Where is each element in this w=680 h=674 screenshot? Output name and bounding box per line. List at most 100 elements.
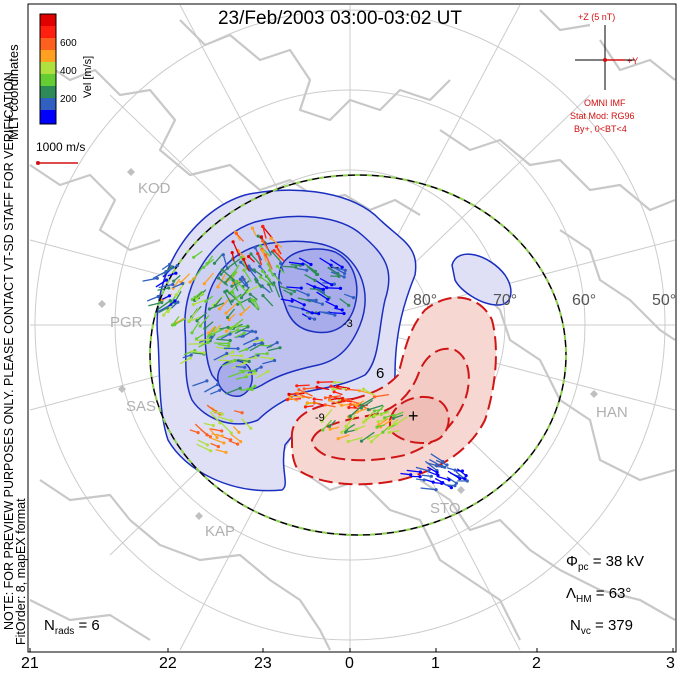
velocity-vector-origin xyxy=(225,351,229,355)
velocity-vector-origin xyxy=(239,255,243,259)
velocity-vector xyxy=(384,413,395,419)
velocity-vector xyxy=(360,397,374,406)
velocity-vector xyxy=(192,352,205,355)
velocity-vector xyxy=(329,259,343,268)
velocity-vector-origin xyxy=(168,299,172,303)
velocity-vector xyxy=(188,315,203,322)
velocity-vector-origin xyxy=(205,433,209,437)
velocity-vector-origin xyxy=(190,331,194,335)
velocity-vector-origin xyxy=(323,403,327,407)
velocity-vector-origin xyxy=(193,295,197,299)
velocity-vector-origin xyxy=(258,244,262,248)
imf-model: Stat Mod: RG96 xyxy=(570,111,635,121)
velocity-vector xyxy=(289,395,302,398)
velocity-vector-origin xyxy=(328,398,332,402)
velocity-vector-origin xyxy=(351,296,356,300)
velocity-vector xyxy=(209,389,220,395)
velocity-vector xyxy=(211,410,223,415)
velocity-vector-origin xyxy=(343,271,347,276)
velocity-vector xyxy=(222,254,229,270)
velocity-vector-origin xyxy=(435,470,439,475)
velocity-vector-origin xyxy=(173,299,177,303)
velocity-vector-origin xyxy=(443,465,447,469)
velocity-vector-origin xyxy=(209,449,213,453)
velocity-vector xyxy=(256,370,269,379)
velocity-vector-origin xyxy=(249,426,253,430)
velocity-vector xyxy=(230,318,244,330)
velocity-vector-origin xyxy=(174,271,178,275)
velocity-vector xyxy=(240,305,251,315)
velocity-vector xyxy=(309,288,323,291)
velocity-vector xyxy=(279,285,295,293)
velocity-vector-origin xyxy=(453,484,457,488)
velocity-vector xyxy=(421,474,432,477)
velocity-vector xyxy=(152,271,167,279)
velocity-vector-origin xyxy=(196,431,200,435)
velocity-vector-origin xyxy=(203,326,207,331)
velocity-vector xyxy=(341,403,355,407)
velocity-vector xyxy=(319,277,333,286)
velocity-vector-origin xyxy=(348,414,352,418)
velocity-vector-origin xyxy=(244,375,248,379)
velocity-vector-origin xyxy=(207,333,212,337)
velocity-vector xyxy=(321,409,333,422)
velocity-vector xyxy=(361,399,373,409)
velocity-vector-origin xyxy=(156,294,160,299)
velocity-vector xyxy=(219,421,232,434)
velocity-vector-origin xyxy=(328,427,332,431)
velocity-vector xyxy=(247,284,261,292)
velocity-vector xyxy=(209,328,224,336)
velocity-vector xyxy=(206,404,217,413)
velocity-vector xyxy=(426,466,438,474)
velocity-vector-origin xyxy=(274,244,279,249)
velocity-vector-origin xyxy=(205,443,210,447)
velocity-vector-origin xyxy=(229,419,233,423)
velocity-vector xyxy=(262,226,267,239)
velocity-vector xyxy=(259,245,271,257)
lat-label-80: 80° xyxy=(413,292,438,309)
velocity-vector-origin xyxy=(347,303,351,307)
velocity-vector-origin xyxy=(332,282,336,286)
velocity-vector-origin xyxy=(329,384,333,388)
velocity-vector xyxy=(321,311,336,316)
velocity-vector-origin xyxy=(309,262,313,267)
velocity-vector xyxy=(232,241,240,257)
velocity-vector-origin xyxy=(464,474,468,478)
velocity-vector xyxy=(363,388,375,396)
velocity-vector-origin xyxy=(206,340,210,344)
velocity-vector xyxy=(273,282,281,298)
velocity-vector xyxy=(361,431,375,442)
velocity-vector xyxy=(243,259,250,271)
velocity-vector xyxy=(239,278,248,288)
velocity-vector-origin xyxy=(320,302,324,306)
velocity-vector-origin xyxy=(447,478,451,482)
velocity-vector xyxy=(203,258,215,268)
velocity-vector-origin xyxy=(316,380,320,384)
velocity-vector-origin xyxy=(342,311,346,316)
velocity-vector-origin xyxy=(288,396,292,400)
velocity-vector xyxy=(326,287,341,290)
velocity-vector-origin xyxy=(220,412,224,416)
velocity-vector xyxy=(171,316,180,326)
velocity-vector xyxy=(266,342,278,349)
station-markers xyxy=(98,168,598,520)
velocity-vector-origin xyxy=(239,312,243,316)
velocity-vector xyxy=(445,484,455,487)
velocity-vector-origin xyxy=(218,421,222,425)
velocity-vector xyxy=(430,453,444,463)
velocity-vector xyxy=(216,338,231,342)
velocity-vector-origin xyxy=(253,246,257,250)
velocity-vector xyxy=(204,384,218,393)
velocity-vector-origin xyxy=(269,236,273,240)
velocity-vector xyxy=(231,362,246,369)
velocity-vector-origin xyxy=(264,253,268,257)
velocity-vector-origin xyxy=(305,268,309,272)
velocity-vector xyxy=(155,279,167,288)
velocity-vector-origin xyxy=(249,252,253,256)
velocity-vector-origin xyxy=(321,428,325,432)
velocity-vector xyxy=(230,433,242,443)
velocity-vector xyxy=(307,299,323,305)
velocity-vector xyxy=(229,284,239,294)
velocity-colorbar xyxy=(39,13,57,125)
velocity-vector-origin xyxy=(216,285,220,289)
